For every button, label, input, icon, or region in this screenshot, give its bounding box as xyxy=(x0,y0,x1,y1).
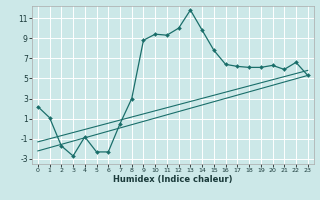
X-axis label: Humidex (Indice chaleur): Humidex (Indice chaleur) xyxy=(113,175,233,184)
